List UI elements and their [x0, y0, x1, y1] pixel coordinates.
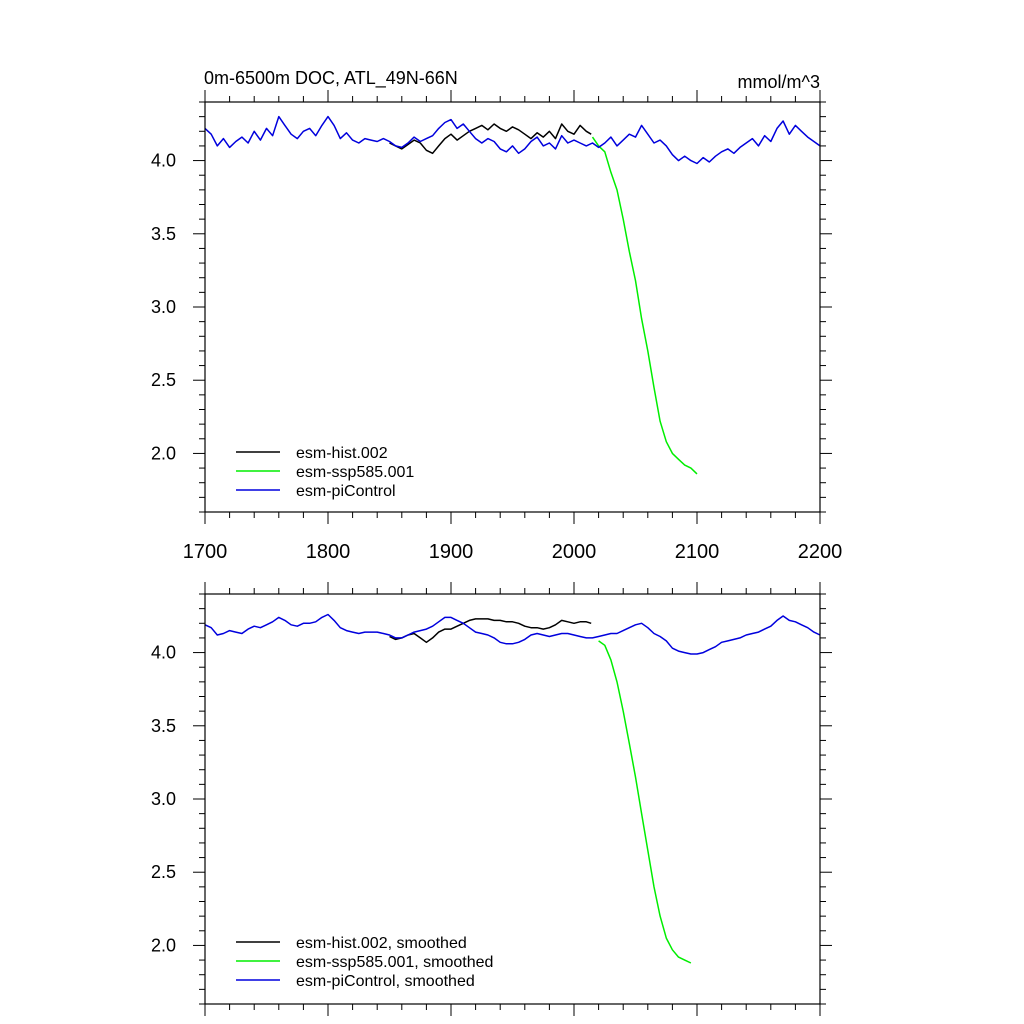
x-tick-labels: 1700 1800 1900 2000 2100 2200 — [183, 541, 843, 563]
units-label: mmol/m^3 — [738, 72, 820, 92]
series-line-hist — [389, 123, 592, 155]
x-tick-label: 1700 — [183, 541, 228, 563]
series-group — [204, 613, 821, 964]
legend: esm-hist.002 esm-ssp585.001 esm-piContro… — [236, 445, 414, 500]
legend-label: esm-hist.002, smoothed — [296, 935, 467, 952]
y-tick-label: 3.0 — [151, 297, 176, 317]
tick-marks — [193, 582, 832, 1016]
bottom-panel: 2.0 2.5 3.0 3.5 4.0 esm-hist.002, smooth… — [151, 582, 832, 1016]
x-tick-label: 2200 — [798, 541, 843, 563]
y-tick-label: 3.5 — [151, 224, 176, 244]
series-line-pictl — [204, 613, 821, 655]
legend: esm-hist.002, smoothed esm-ssp585.001, s… — [236, 935, 493, 990]
legend-label: esm-ssp585.001, smoothed — [296, 954, 493, 971]
tick-marks — [193, 90, 832, 524]
plot-frame — [204, 593, 821, 1005]
x-tick-label: 2100 — [675, 541, 720, 563]
top-panel: 0m-6500m DOC, ATL_49N-66N mmol/m^3 2.0 2… — [151, 68, 842, 563]
y-tick-label: 2.0 — [151, 443, 176, 463]
y-tick-label: 2.5 — [151, 862, 176, 882]
y-tick-label: 2.0 — [151, 935, 176, 955]
series-group — [204, 115, 821, 475]
series-line-ssp — [591, 136, 698, 475]
chart-title: 0m-6500m DOC, ATL_49N-66N — [204, 68, 458, 89]
legend-label: esm-piControl — [296, 483, 396, 500]
y-tick-label: 2.5 — [151, 370, 176, 390]
series-line-hist — [389, 618, 592, 644]
x-tick-label: 2000 — [552, 541, 597, 563]
x-tick-label: 1800 — [306, 541, 351, 563]
y-tick-label: 3.0 — [151, 789, 176, 809]
y-tick-labels: 2.0 2.5 3.0 3.5 4.0 — [151, 151, 176, 464]
legend-label: esm-hist.002 — [296, 445, 388, 462]
legend-label: esm-ssp585.001 — [296, 464, 414, 481]
y-tick-label: 4.0 — [151, 643, 176, 663]
plot-frame — [204, 101, 821, 513]
y-tick-label: 4.0 — [151, 151, 176, 171]
y-tick-label: 3.5 — [151, 716, 176, 736]
series-line-pictl — [204, 115, 821, 165]
x-tick-label: 1900 — [429, 541, 474, 563]
y-tick-labels: 2.0 2.5 3.0 3.5 4.0 — [151, 643, 176, 956]
series-line-ssp — [598, 640, 692, 964]
legend-label: esm-piControl, smoothed — [296, 973, 475, 990]
